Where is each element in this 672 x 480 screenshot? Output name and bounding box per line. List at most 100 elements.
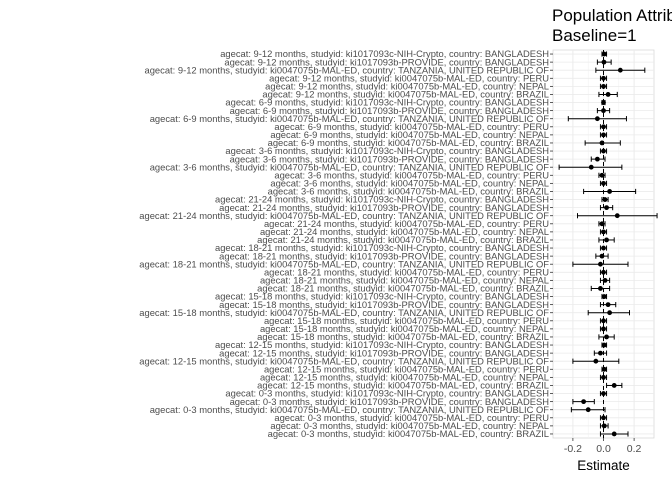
- point-estimate: [581, 399, 587, 405]
- point-estimate: [601, 148, 606, 154]
- row-marks: [590, 285, 611, 292]
- y-axis-label: agecat: 12-15 months, studyid: ki1017093…: [215, 339, 549, 350]
- point-estimate: [588, 164, 594, 170]
- y-axis-label: agecat: 3-6 months, studyid: ki0047075b-…: [270, 178, 549, 189]
- row-marks: [601, 99, 606, 106]
- y-axis-label: agecat: 12-15 months, studyid: ki0047075…: [257, 380, 549, 391]
- row-marks: [599, 390, 608, 397]
- point-estimate: [601, 415, 606, 421]
- y-axis-label: agecat: 9-12 months, studyid: ki0047075b…: [269, 72, 549, 83]
- y-axis-label: agecat: 0-3 months, studyid: ki0047075b-…: [274, 412, 549, 423]
- y-axis-label: agecat: 0-3 months, studyid: ki0047075b-…: [268, 428, 549, 439]
- y-axis-label: agecat: 0-3 months, studyid: ki1017093c-…: [225, 388, 549, 399]
- row-marks: [567, 116, 627, 122]
- row-marks: [598, 221, 606, 227]
- y-axis-label: agecat: 18-21 months, studyid: ki1017093…: [219, 250, 549, 261]
- point-estimate: [601, 132, 606, 138]
- y-axis-label: agecat: 12-15 months, studyid: ki0047075…: [139, 355, 549, 366]
- y-axis-label: agecat: 9-12 months, studyid: ki0047075b…: [265, 81, 549, 92]
- y-axis-label: agecat: 3-6 months, studyid: ki0047075b-…: [274, 169, 549, 180]
- row-marks: [599, 431, 629, 437]
- y-axis-label: agecat: 9-12 months, studyid: ki1017093b…: [224, 56, 549, 67]
- point-estimate: [604, 334, 609, 340]
- point-estimate: [604, 205, 609, 211]
- x-axis-title: Estimate: [577, 458, 630, 473]
- row-marks: [599, 269, 608, 275]
- point-estimate: [601, 245, 606, 251]
- y-axis-label: agecat: 3-6 months, studyid: ki0047075b-…: [268, 186, 549, 197]
- row-marks: [599, 229, 608, 235]
- row-marks: [599, 326, 608, 332]
- point-estimate: [601, 124, 606, 130]
- row-marks: [590, 156, 606, 162]
- row-marks: [599, 374, 608, 380]
- point-estimate: [598, 261, 603, 267]
- point-estimate: [599, 140, 605, 146]
- point-estimate: [607, 310, 613, 316]
- row-marks: [558, 164, 623, 170]
- y-axis-label: agecat: 21-24 months, studyid: ki0047075…: [264, 218, 549, 229]
- row-marks: [598, 237, 615, 243]
- row-marks: [598, 334, 615, 340]
- y-axis-label: agecat: 12-15 months, studyid: ki0047075…: [260, 372, 549, 383]
- row-marks: [598, 91, 618, 98]
- y-axis-label: agecat: 6-9 months, studyid: ki1017093b-…: [230, 105, 549, 116]
- point-estimate: [601, 374, 606, 380]
- y-axis-label: agecat: 21-24 months, studyid: ki0047075…: [139, 210, 549, 221]
- y-axis-label: agecat: 21-24 months, studyid: ki1017093…: [215, 194, 549, 205]
- row-marks: [595, 253, 609, 259]
- y-axis-label: agecat: 21-24 months, studyid: ki0047075…: [257, 234, 549, 245]
- y-axis-label: agecat: 6-9 months, studyid: ki1017093c-…: [225, 97, 549, 108]
- row-marks: [598, 172, 606, 178]
- row-marks: [601, 196, 609, 203]
- y-axis-label: agecat: 15-18 months, studyid: ki0047075…: [257, 331, 549, 342]
- point-estimate: [601, 423, 607, 429]
- row-marks: [599, 75, 608, 81]
- row-marks: [601, 51, 608, 57]
- row-marks: [596, 108, 611, 114]
- point-estimate: [601, 342, 607, 348]
- point-estimate: [601, 108, 606, 114]
- row-marks: [576, 213, 658, 219]
- row-marks: [599, 132, 608, 138]
- y-axis-label: agecat: 15-18 months, studyid: ki0047075…: [264, 315, 549, 326]
- row-marks: [599, 277, 611, 283]
- row-marks: [601, 366, 608, 372]
- y-axis-label: agecat: 9-12 months, studyid: ki1017093c…: [220, 48, 549, 59]
- row-marks: [599, 180, 608, 186]
- y-axis-label: agecat: 0-3 months, studyid: ki0047075b-…: [270, 420, 549, 431]
- row-marks: [601, 293, 608, 300]
- row-marks: [572, 399, 595, 405]
- y-axis-label: agecat: 15-18 months, studyid: ki0047075…: [139, 307, 549, 318]
- row-marks: [595, 67, 646, 73]
- point-estimate: [601, 269, 606, 275]
- point-estimate: [601, 100, 606, 105]
- point-estimate: [594, 156, 600, 162]
- point-estimate: [602, 277, 608, 283]
- row-marks: [584, 140, 621, 146]
- row-marks: [596, 59, 612, 65]
- x-axis-ticks: -0.2 0.0 0.2: [564, 438, 642, 455]
- row-marks: [599, 83, 608, 89]
- point-estimate: [601, 83, 606, 89]
- point-estimate: [599, 253, 605, 259]
- y-axis-label: agecat: 3-6 months, studyid: ki0047075b-…: [150, 161, 550, 172]
- point-estimate: [594, 116, 600, 122]
- point-estimate: [601, 366, 607, 372]
- point-estimate: [601, 391, 606, 396]
- y-axis-label: agecat: 12-15 months, studyid: ki0047075…: [264, 363, 549, 374]
- point-estimate: [605, 302, 611, 308]
- point-estimate: [614, 213, 620, 219]
- y-axis-label: agecat: 18-21 months, studyid: ki0047075…: [264, 266, 549, 277]
- y-axis-label: agecat: 6-9 months, studyid: ki0047075b-…: [270, 129, 549, 140]
- chart-subtitle: Baseline=1: [552, 26, 637, 45]
- y-axis-label: agecat: 9-12 months, studyid: ki0047075b…: [262, 89, 549, 100]
- point-estimate: [611, 383, 617, 388]
- y-axis-label: agecat: 21-24 months, studyid: ki1017093…: [219, 202, 549, 213]
- row-marks: [587, 310, 631, 316]
- point-estimate: [601, 318, 606, 324]
- row-marks: [599, 318, 608, 324]
- point-estimate: [601, 51, 607, 57]
- y-axis-label: agecat: 15-18 months, studyid: ki1017093…: [219, 299, 549, 310]
